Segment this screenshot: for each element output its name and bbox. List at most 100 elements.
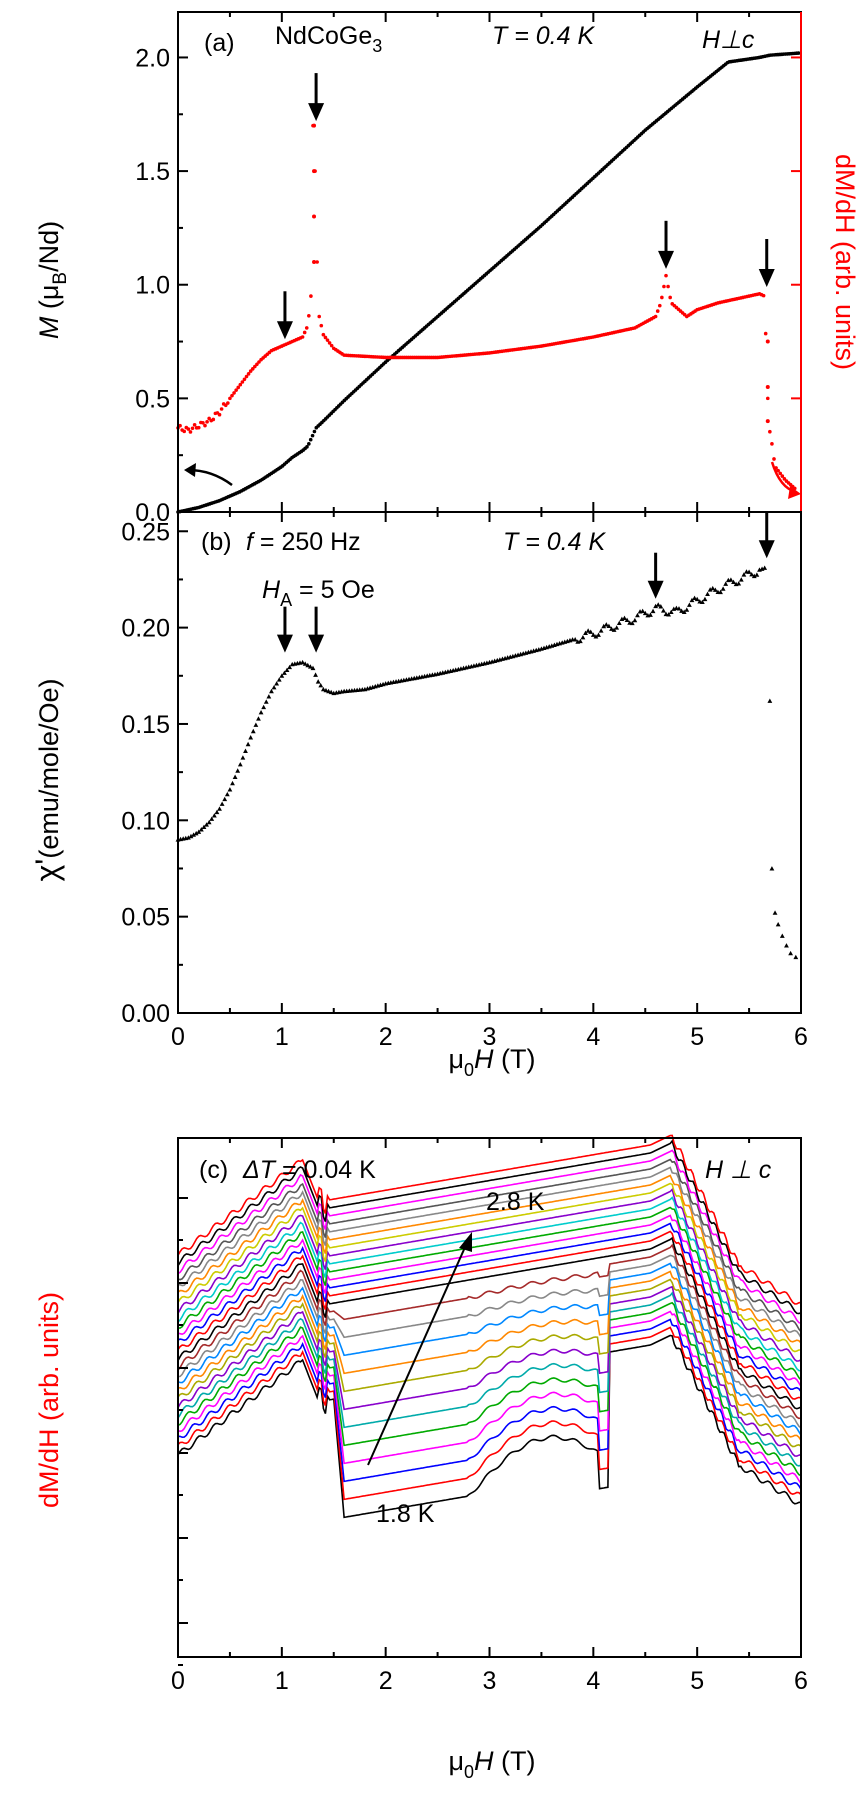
x-tick-label: 5 [690,1667,704,1695]
susceptibility-point [250,728,256,734]
susceptibility-point [692,595,697,601]
dmdh-point [319,323,324,328]
susceptibility-point [658,604,664,609]
panel-a-field-direction: H⊥c [702,26,755,54]
temperature-curve [177,1196,802,1372]
frequency-label: f = 250 Hz [246,528,361,556]
panel-b: 0.00 0.05 0.10 0.15 0.20 0.25 0 1 2 3 4 5 6 (b) f =… [29,511,808,1080]
susceptibility-point [232,774,238,779]
temperature-curve [177,1285,802,1457]
y-tick-label: 0.20 [121,615,170,643]
susceptibility-point [676,606,682,611]
susceptibility-point [684,607,690,612]
dmdh-point [317,314,322,319]
h-symbol: H [474,1746,494,1776]
dmdh-drop-point [765,385,770,389]
susceptibility-point [284,667,290,673]
susceptibility-point [632,617,638,623]
susceptibility-point [577,638,583,644]
temperature-trend-arrow [367,1244,467,1466]
x-tick-label: 0 [171,1023,185,1051]
susceptibility-point [653,603,659,609]
dmdh-point [230,393,234,398]
temperature-curve [177,1262,802,1436]
panel-a-x-ticks [177,12,802,512]
susceptibility-point [596,632,601,637]
dmdh-point [192,423,197,427]
x-tick-label: 2 [379,1023,393,1051]
dmdh-spike-point [312,123,317,128]
susceptibility-point [185,835,191,840]
susceptibility-point [738,577,744,582]
susceptibility-drop-point [772,910,778,915]
panel-a-y-ticks: 0.0 0.5 1.0 1.5 2.0 [135,44,801,527]
panel-c-label: (c) [199,1156,228,1184]
dmdh-point [248,369,253,373]
temperature-curve [177,1174,802,1344]
dmdh-point [666,284,670,289]
temperature-curve [177,1206,802,1381]
m-symbol: M [34,316,64,339]
magnetization-point [308,437,313,442]
susceptibility-point [302,661,308,666]
dmdh-point [776,468,780,473]
transition-arrow-head [308,634,325,653]
dmdh-point [668,295,672,300]
susceptibility-point [689,597,695,603]
susceptibility-point [191,832,196,837]
x-tick-label: 4 [586,1023,600,1051]
panel-b-y-axis-label: χ'(emu/mole/Oe) [29,679,65,882]
mu-symbol: μ [448,1746,464,1776]
temperature-curve [177,1318,802,1490]
susceptibility-drop-point [769,866,775,871]
magnetization-point [305,445,309,449]
panel-a-label: (a) [204,29,235,57]
x-tick-label: 1 [275,1667,289,1695]
susceptibility-point [614,625,620,630]
susceptibility-point [313,672,318,677]
mu-symbol: μ [448,1044,464,1074]
mu-subscript: 0 [464,1060,474,1080]
dmdh-point [765,396,770,401]
panel-c-x-axis-label: μ0H (T) [448,1746,535,1782]
susceptibility-point [648,612,653,617]
susceptibility-point [315,679,321,684]
susceptibility-drop-point [793,954,799,960]
susceptibility-point [609,626,614,631]
susceptibility-point [588,629,594,634]
susceptibility-point [601,623,607,629]
susceptibility-point [707,587,713,592]
dmdh-point [321,332,326,337]
panel-a-frame [177,11,802,513]
susceptibility-point [661,608,666,613]
susceptibility-point [731,579,736,584]
susceptibility-point [585,628,591,633]
susceptibility-point [751,573,757,579]
x-tick-label: 2 [379,1667,393,1695]
transition-arrow-head [276,634,293,653]
susceptibility-point [318,683,324,688]
panel-c-series [177,1134,802,1519]
susceptibility-point [640,608,646,613]
susceptibility-point [616,620,622,626]
susceptibility-point [266,694,272,699]
panel-b-x-ticks: 0 1 2 3 4 5 6 [171,512,808,1051]
susceptibility-point [746,569,752,574]
compound-subscript: 3 [372,36,382,56]
dmdh-point [307,313,311,318]
mu-subscript: 0 [464,1762,474,1782]
low-temperature-label: 1.8 K [376,1500,435,1528]
dmdh-point [201,420,205,425]
dmdh-point [211,417,216,422]
dmdh-point [228,396,232,401]
x-tick-label: 5 [690,1023,704,1051]
susceptibility-point [603,622,609,627]
susceptibility-point [279,673,285,678]
susceptibility-drop-point [784,943,789,948]
susceptibility-point [611,627,617,632]
dmdh-point [253,364,257,369]
panel-b-arrows [276,512,775,653]
susceptibility-point [269,688,274,694]
transition-arrow-head [276,321,293,340]
susceptibility-point [307,664,313,669]
